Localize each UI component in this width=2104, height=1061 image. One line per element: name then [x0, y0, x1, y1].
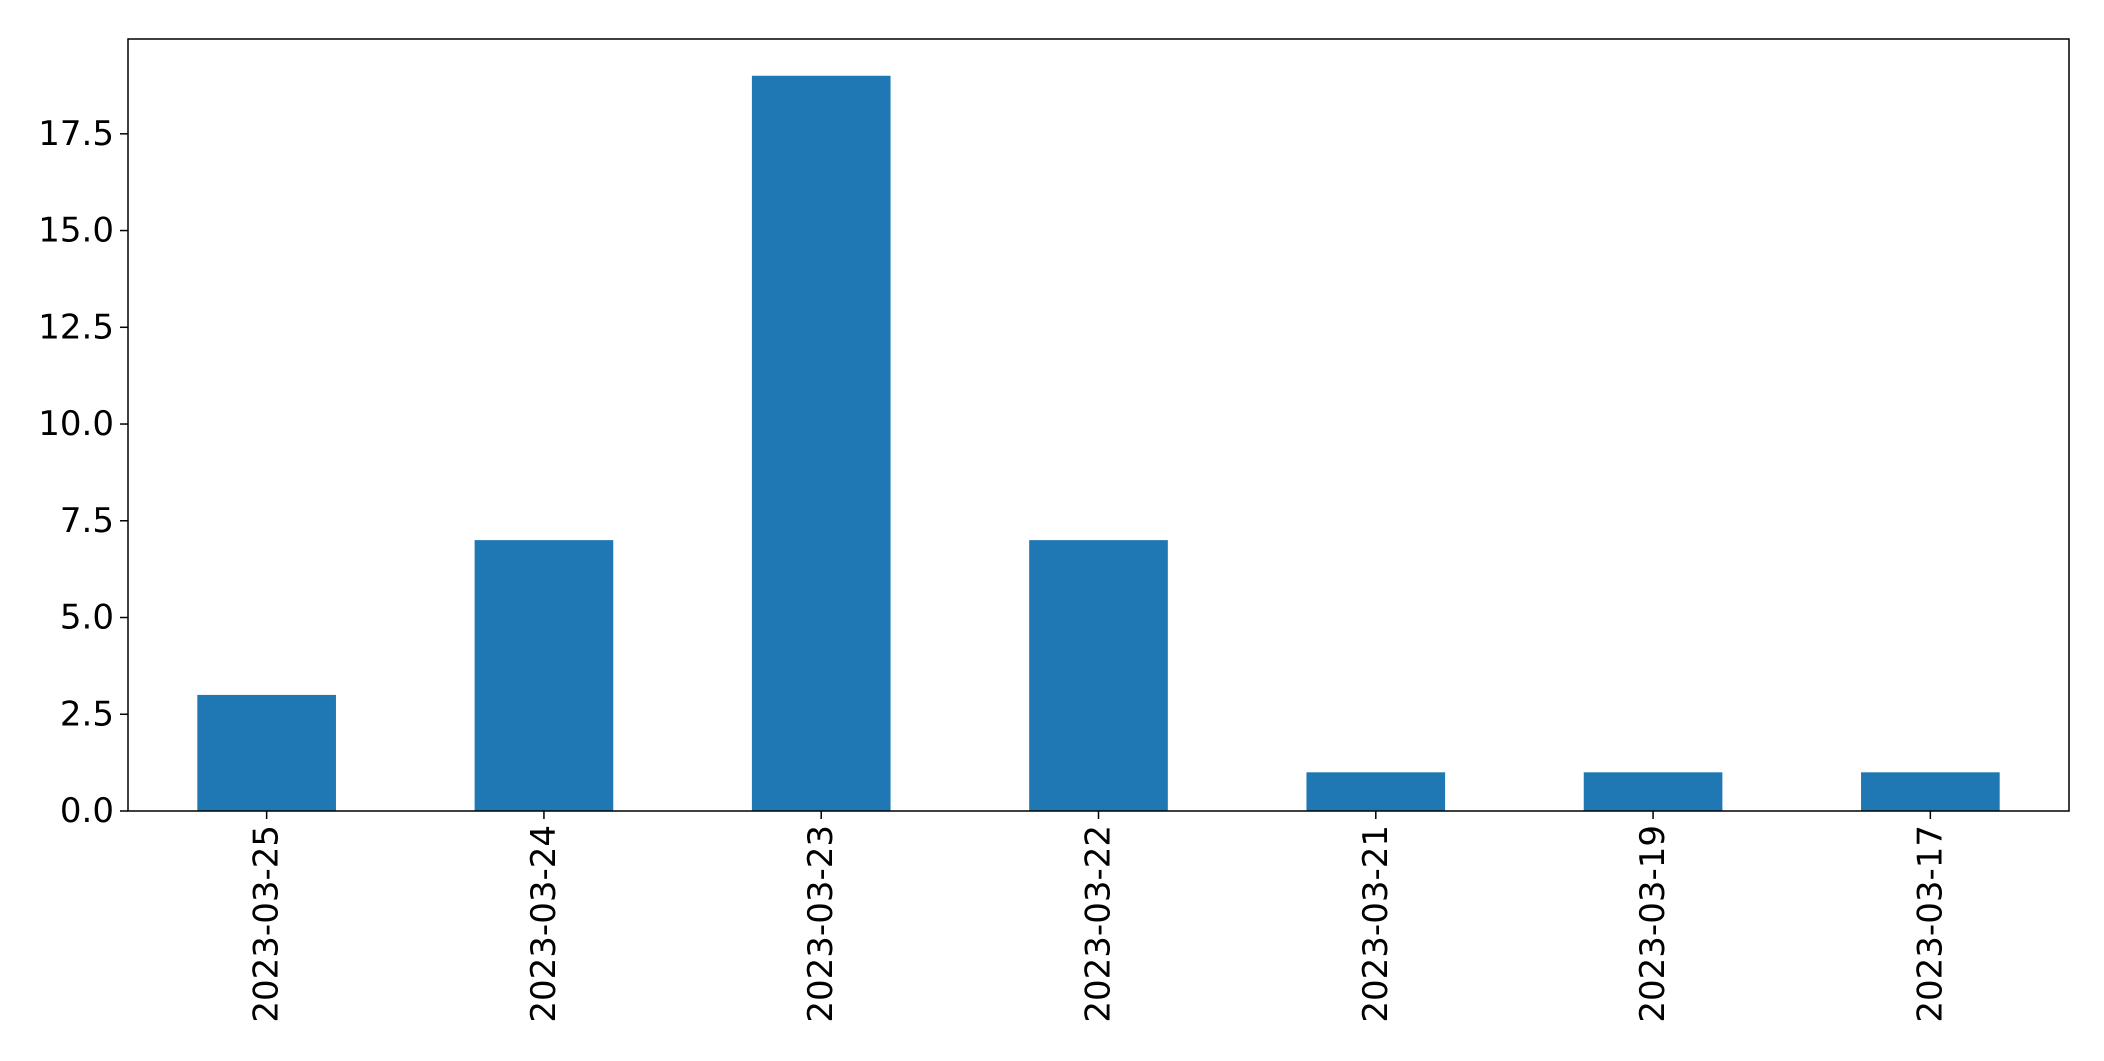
bar-2023-03-19 [1583, 772, 1723, 811]
y-tick-label: 2.5 [60, 694, 114, 734]
x-tick-label: 2023-03-21 [1356, 825, 1396, 1023]
y-tick-label: 17.5 [38, 114, 114, 154]
x-tick-label: 2023-03-23 [801, 825, 841, 1023]
bars-layer [197, 75, 2000, 811]
x-axis: 2023-03-25 2023-03-24 2023-03-23 2023-03-22… [247, 811, 1950, 1023]
y-tick-label: 10.0 [38, 404, 114, 444]
y-tick-label: 12.5 [38, 307, 114, 347]
x-tick-label: 2023-03-22 [1079, 825, 1119, 1023]
x-tick-label: 2023-03-19 [1633, 825, 1673, 1023]
y-tick-label: 0.0 [60, 791, 114, 831]
x-tick-label: 2023-03-24 [524, 825, 564, 1023]
bar-2023-03-24 [474, 540, 614, 811]
plot-frame [127, 38, 2070, 812]
y-tick-label: 5.0 [60, 598, 114, 638]
bar-2023-03-17 [1861, 772, 2000, 811]
bar-2023-03-22 [1029, 540, 1168, 811]
bar-2023-03-21 [1306, 772, 1446, 811]
x-tick-label: 2023-03-17 [1910, 825, 1950, 1023]
y-tick-label: 7.5 [60, 501, 114, 541]
y-tick-label: 15.0 [38, 211, 114, 251]
bar-2023-03-25 [197, 694, 336, 811]
y-axis: 0.0 2.5 5.0 7.5 10.0 12.5 15.0 17.5 [38, 114, 128, 831]
bar-2023-03-23 [751, 75, 891, 811]
x-tick-label: 2023-03-25 [247, 825, 287, 1023]
